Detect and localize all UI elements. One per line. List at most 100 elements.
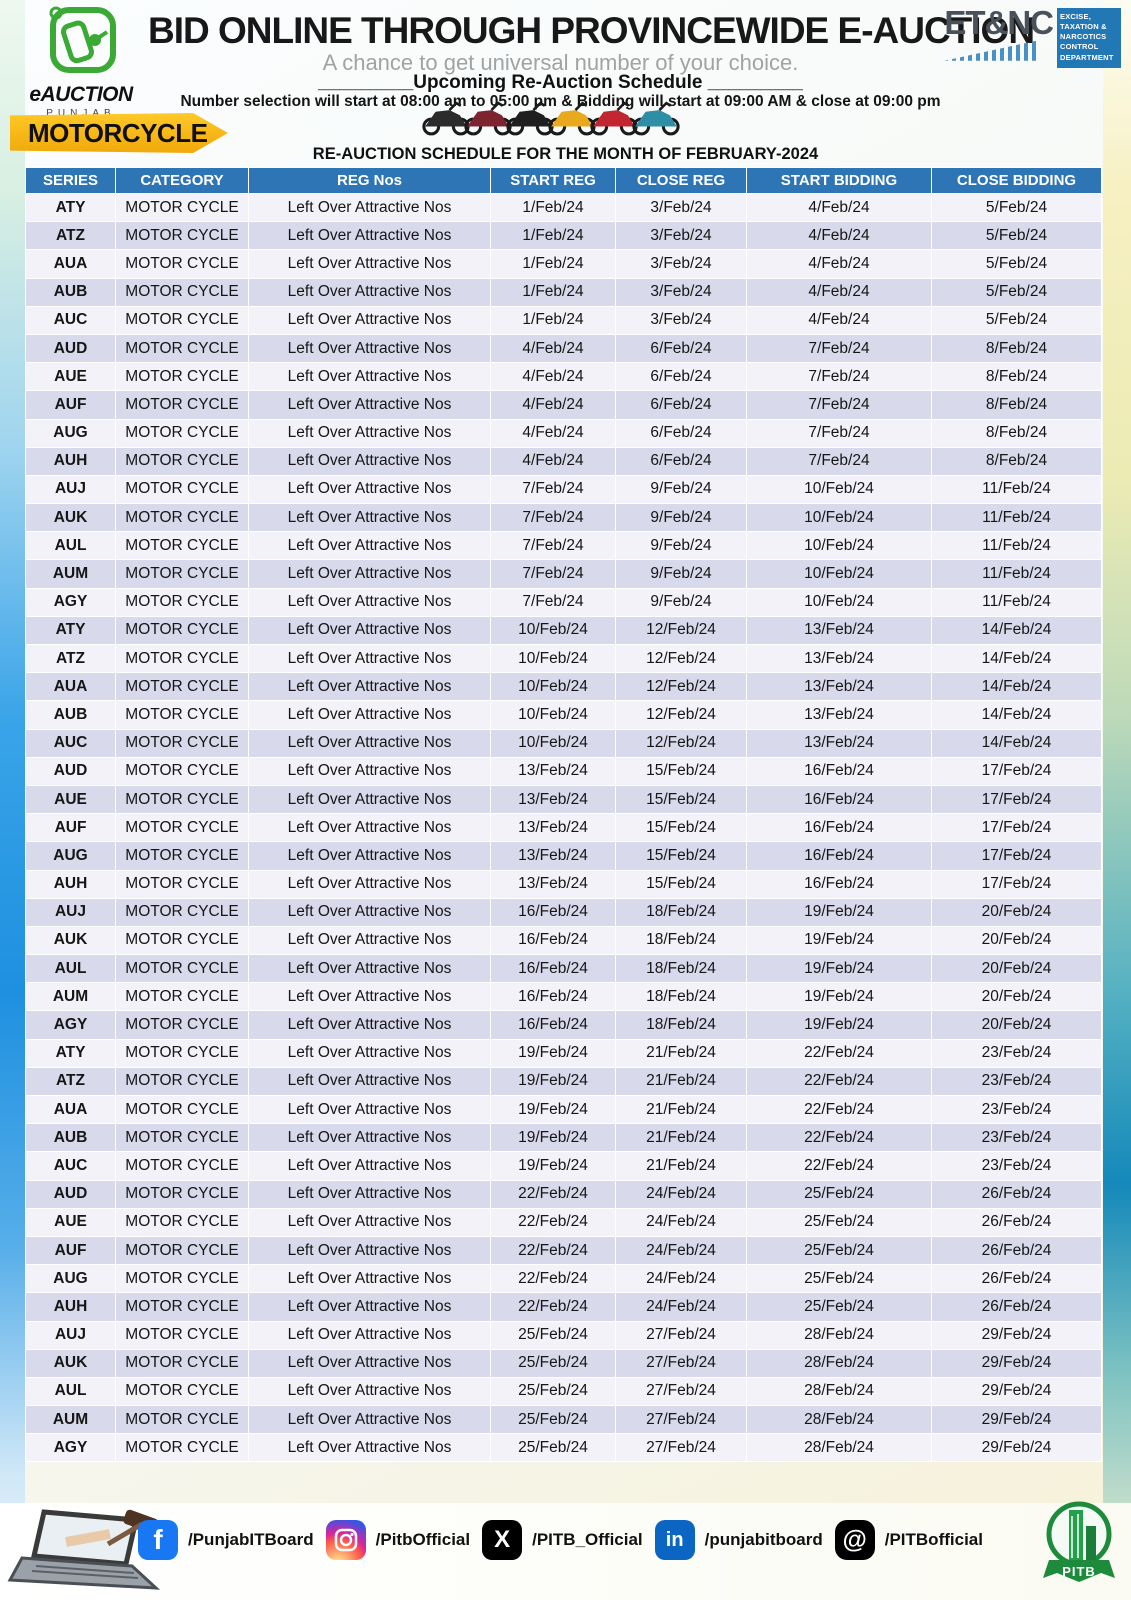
threads-handle: /PITBofficial [884, 1530, 983, 1549]
cell-category: MOTOR CYCLE [115, 672, 249, 702]
cell-close-bidding: 8/Feb/24 [931, 333, 1102, 364]
cell-reg-nos: Left Over Attractive Nos [248, 277, 491, 307]
cell-reg-nos: Left Over Attractive Nos [248, 221, 491, 251]
cell-category: MOTOR CYCLE [115, 192, 249, 223]
motorcycle-icon [632, 101, 680, 136]
cell-start-bidding: 28/Feb/24 [746, 1320, 932, 1350]
cell-close-bidding: 5/Feb/24 [931, 221, 1102, 251]
cell-category: MOTOR CYCLE [115, 446, 249, 476]
x-icon: X [482, 1520, 523, 1560]
column-header: CLOSE REG [615, 167, 747, 194]
table-row: AUL MOTOR CYCLE Left Over Attractive Nos… [25, 1376, 1102, 1407]
table-row: ATY MOTOR CYCLE Left Over Attractive Nos… [25, 615, 1102, 646]
social-links-row: f /PunjabITBoard /PitbOfficial X /PITB_O… [138, 1520, 983, 1560]
cell-reg-nos: Left Over Attractive Nos [248, 474, 491, 505]
cell-start-bidding: 22/Feb/24 [746, 1066, 932, 1097]
cell-start-reg: 16/Feb/24 [490, 954, 616, 984]
cell-start-reg: 4/Feb/24 [490, 418, 616, 448]
eauction-punjab-logo: eAUCTION PUNJAB [16, 4, 146, 119]
cell-category: MOTOR CYCLE [115, 1123, 249, 1153]
cell-close-bidding: 8/Feb/24 [931, 418, 1102, 448]
cell-reg-nos: Left Over Attractive Nos [248, 305, 491, 335]
table-row: ATY MOTOR CYCLE Left Over Attractive Nos… [25, 192, 1102, 223]
instagram-handle: /PitbOfficial [375, 1530, 471, 1549]
table-row: AUA MOTOR CYCLE Left Over Attractive Nos… [25, 1094, 1102, 1125]
cell-reg-nos: Left Over Attractive Nos [248, 446, 491, 476]
cell-close-reg: 9/Feb/24 [615, 474, 747, 505]
cell-close-bidding: 8/Feb/24 [931, 390, 1102, 420]
cell-reg-nos: Left Over Attractive Nos [248, 615, 491, 646]
cell-series: AUD [25, 756, 116, 786]
cell-category: MOTOR CYCLE [115, 1066, 249, 1097]
etnc-acronym: ET&NC [944, 4, 1054, 41]
table-row: AUD MOTOR CYCLE Left Over Attractive Nos… [25, 333, 1102, 364]
cell-reg-nos: Left Over Attractive Nos [248, 897, 491, 927]
cell-close-bidding: 5/Feb/24 [931, 277, 1102, 307]
cell-start-bidding: 16/Feb/24 [746, 869, 932, 899]
cell-start-reg: 10/Feb/24 [490, 728, 616, 758]
cell-series: ATZ [25, 221, 116, 251]
cell-close-bidding: 14/Feb/24 [931, 672, 1102, 702]
cell-close-bidding: 11/Feb/24 [931, 559, 1102, 589]
cell-category: MOTOR CYCLE [115, 305, 249, 335]
cell-close-bidding: 20/Feb/24 [931, 925, 1102, 956]
cell-close-reg: 27/Feb/24 [615, 1376, 747, 1407]
cell-start-bidding: 25/Feb/24 [746, 1207, 932, 1237]
cell-reg-nos: Left Over Attractive Nos [248, 1433, 491, 1463]
cell-series: AGY [25, 1433, 116, 1463]
cell-category: MOTOR CYCLE [115, 362, 249, 392]
cell-start-reg: 4/Feb/24 [490, 362, 616, 392]
cell-reg-nos: Left Over Attractive Nos [248, 841, 491, 871]
cell-start-bidding: 25/Feb/24 [746, 1264, 932, 1294]
cell-close-bidding: 17/Feb/24 [931, 756, 1102, 786]
motorcycle-images [420, 98, 680, 136]
etnc-logo: ET&NC EXCISE, TAXATION & NARCOTICS CONTR… [944, 4, 1121, 68]
cell-start-bidding: 19/Feb/24 [746, 925, 932, 956]
pitb-label: PITB [1062, 1564, 1096, 1579]
cell-close-bidding: 8/Feb/24 [931, 446, 1102, 476]
cell-reg-nos: Left Over Attractive Nos [248, 1292, 491, 1322]
cell-close-reg: 24/Feb/24 [615, 1292, 747, 1322]
cell-close-reg: 3/Feb/24 [615, 192, 747, 223]
cell-start-bidding: 10/Feb/24 [746, 474, 932, 505]
cell-start-bidding: 7/Feb/24 [746, 390, 932, 420]
cell-category: MOTOR CYCLE [115, 390, 249, 420]
cell-category: MOTOR CYCLE [115, 1320, 249, 1350]
cell-reg-nos: Left Over Attractive Nos [248, 503, 491, 533]
cell-category: MOTOR CYCLE [115, 1010, 249, 1040]
cell-start-bidding: 7/Feb/24 [746, 418, 932, 448]
cell-start-bidding: 25/Feb/24 [746, 1235, 932, 1266]
x-link[interactable]: X /PITB_Official [482, 1520, 643, 1560]
cell-close-bidding: 26/Feb/24 [931, 1235, 1102, 1266]
facebook-link[interactable]: f /PunjabITBoard [138, 1520, 314, 1560]
cell-series: AUJ [25, 897, 116, 927]
cell-start-reg: 19/Feb/24 [490, 1066, 616, 1097]
threads-link[interactable]: @ /PITBofficial [834, 1520, 983, 1560]
cell-reg-nos: Left Over Attractive Nos [248, 333, 491, 364]
cell-start-bidding: 19/Feb/24 [746, 897, 932, 927]
cell-start-bidding: 16/Feb/24 [746, 841, 932, 871]
cell-close-bidding: 20/Feb/24 [931, 982, 1102, 1012]
motorcycle-icon [548, 101, 596, 136]
table-row: ATZ MOTOR CYCLE Left Over Attractive Nos… [25, 221, 1102, 251]
cell-start-bidding: 4/Feb/24 [746, 305, 932, 335]
cell-start-bidding: 7/Feb/24 [746, 446, 932, 476]
cell-start-bidding: 16/Feb/24 [746, 756, 932, 786]
cell-close-reg: 21/Feb/24 [615, 1151, 747, 1181]
linkedin-link[interactable]: in /punjabitboard [654, 1520, 823, 1560]
cell-start-bidding: 4/Feb/24 [746, 221, 932, 251]
cell-reg-nos: Left Over Attractive Nos [248, 728, 491, 758]
cell-category: MOTOR CYCLE [115, 221, 249, 251]
column-header: SERIES [25, 167, 116, 194]
cell-start-reg: 7/Feb/24 [490, 474, 616, 505]
cell-start-bidding: 7/Feb/24 [746, 362, 932, 392]
cell-category: MOTOR CYCLE [115, 728, 249, 758]
cell-series: AUC [25, 728, 116, 758]
cell-close-bidding: 23/Feb/24 [931, 1151, 1102, 1181]
cell-category: MOTOR CYCLE [115, 1235, 249, 1266]
instagram-link[interactable]: /PitbOfficial [325, 1520, 471, 1560]
cell-start-bidding: 10/Feb/24 [746, 559, 932, 589]
cell-start-bidding: 19/Feb/24 [746, 1010, 932, 1040]
cell-category: MOTOR CYCLE [115, 559, 249, 589]
cell-close-reg: 18/Feb/24 [615, 897, 747, 927]
